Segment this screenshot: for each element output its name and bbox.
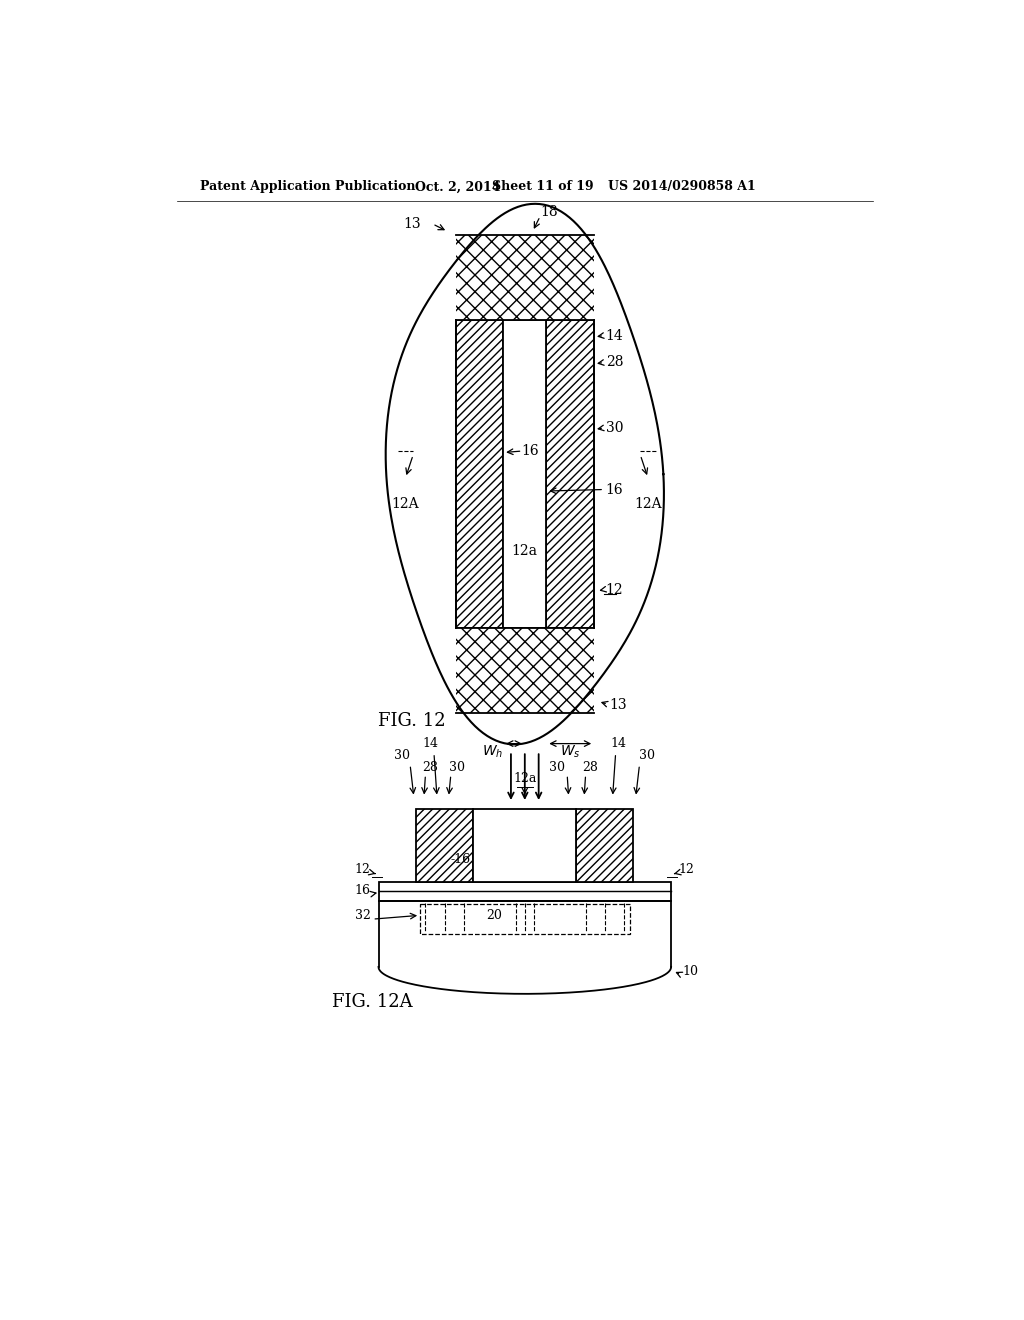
Text: 13: 13 [403,216,421,231]
Text: 16: 16 [354,884,371,896]
Text: 14: 14 [610,738,627,751]
Polygon shape [503,321,547,628]
Text: 20: 20 [486,909,502,923]
Polygon shape [379,882,671,902]
Text: -16: -16 [451,853,471,866]
Text: Patent Application Publication: Patent Application Publication [200,181,416,194]
Polygon shape [456,321,503,628]
Text: 14: 14 [423,738,439,751]
Text: US 2014/0290858 A1: US 2014/0290858 A1 [608,181,756,194]
Polygon shape [577,809,634,882]
Text: 16: 16 [605,483,624,496]
Text: 28: 28 [422,760,438,774]
Polygon shape [456,235,594,321]
Polygon shape [416,809,473,882]
Text: 12: 12 [605,582,624,597]
Text: Sheet 11 of 19: Sheet 11 of 19 [493,181,594,194]
Text: $W_h$: $W_h$ [482,743,503,759]
Text: $W_s$: $W_s$ [560,743,581,759]
Text: 28: 28 [605,355,624,370]
Text: 12A: 12A [391,498,419,511]
Text: 12a: 12a [512,544,538,558]
Text: 18: 18 [541,206,558,219]
Text: 30: 30 [449,760,465,774]
Text: 16: 16 [521,444,539,458]
Text: 10: 10 [683,965,698,978]
Text: 12: 12 [679,863,694,876]
Text: 32: 32 [355,909,371,923]
Text: FIG. 12A: FIG. 12A [333,993,413,1011]
Polygon shape [456,628,594,713]
Text: 30: 30 [394,748,411,762]
Text: 14: 14 [605,329,624,342]
Polygon shape [473,809,577,882]
Text: 12a: 12a [513,772,537,785]
Polygon shape [547,321,594,628]
Text: 13: 13 [609,698,627,711]
Text: FIG. 12: FIG. 12 [379,711,446,730]
Text: Oct. 2, 2014: Oct. 2, 2014 [416,181,501,194]
Text: 30: 30 [639,748,655,762]
Text: 12A: 12A [634,498,662,511]
Text: 28: 28 [583,760,598,774]
Text: 30: 30 [605,421,624,434]
Text: 12: 12 [355,863,371,876]
Text: 30: 30 [549,760,565,774]
